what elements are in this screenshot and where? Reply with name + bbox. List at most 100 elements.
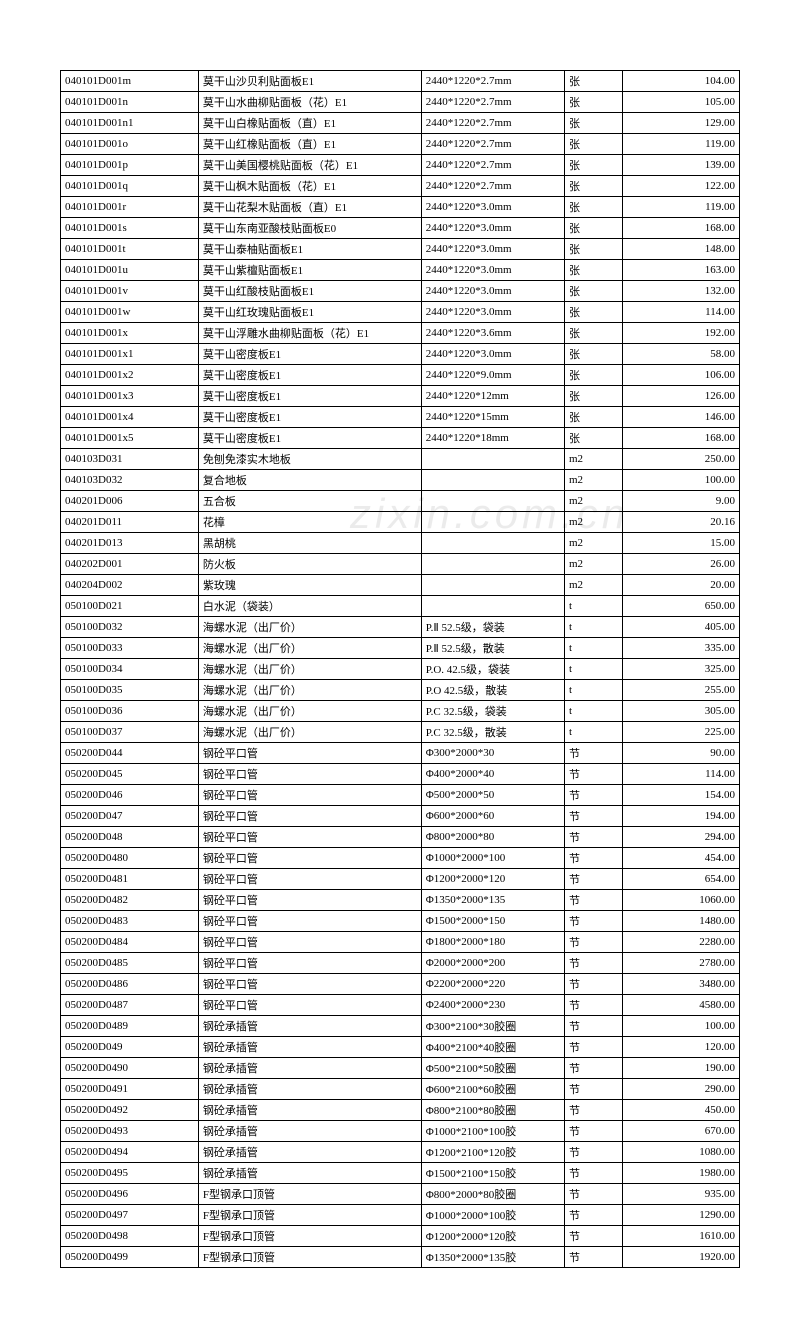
table-cell: 168.00 — [623, 218, 740, 239]
table-cell: 335.00 — [623, 638, 740, 659]
table-cell: Φ2200*2000*220 — [421, 974, 564, 995]
table-cell: 050100D035 — [61, 680, 199, 701]
table-row: 050200D047钢砼平口管Φ600*2000*60节194.00 — [61, 806, 740, 827]
table-cell: 050200D0492 — [61, 1100, 199, 1121]
table-cell: 325.00 — [623, 659, 740, 680]
table-cell: 9.00 — [623, 491, 740, 512]
table-cell: P.O. 42.5级，袋装 — [421, 659, 564, 680]
table-cell: m2 — [564, 449, 622, 470]
table-row: 040101D001w莫干山红玫瑰贴面板E12440*1220*3.0mm张11… — [61, 302, 740, 323]
table-cell: 935.00 — [623, 1184, 740, 1205]
table-cell: 040101D001n1 — [61, 113, 199, 134]
table-cell: Φ600*2000*60 — [421, 806, 564, 827]
table-cell: Φ1200*2000*120胶 — [421, 1226, 564, 1247]
table-cell: 114.00 — [623, 302, 740, 323]
table-cell: 040101D001x5 — [61, 428, 199, 449]
table-row: 050200D0480钢砼平口管Φ1000*2000*100节454.00 — [61, 848, 740, 869]
table-cell: Φ300*2000*30 — [421, 743, 564, 764]
table-cell: 194.00 — [623, 806, 740, 827]
table-cell: 050200D0484 — [61, 932, 199, 953]
table-cell: 张 — [564, 176, 622, 197]
table-cell: m2 — [564, 470, 622, 491]
table-cell: 2440*1220*9.0mm — [421, 365, 564, 386]
table-cell: 040101D001n — [61, 92, 199, 113]
table-row: 050100D021白水泥（袋装）t650.00 — [61, 596, 740, 617]
table-cell: t — [564, 680, 622, 701]
table-cell: 节 — [564, 848, 622, 869]
table-cell: 190.00 — [623, 1058, 740, 1079]
table-cell: 154.00 — [623, 785, 740, 806]
table-cell: 040101D001q — [61, 176, 199, 197]
table-cell: 节 — [564, 1247, 622, 1268]
table-cell: m2 — [564, 575, 622, 596]
table-row: 050200D0498F型钢承口顶管Φ1200*2000*120胶节1610.0… — [61, 1226, 740, 1247]
table-cell: 节 — [564, 953, 622, 974]
table-cell: 免刨免漆实木地板 — [198, 449, 421, 470]
table-cell: 3480.00 — [623, 974, 740, 995]
table-cell: 张 — [564, 260, 622, 281]
table-cell: 050200D0490 — [61, 1058, 199, 1079]
table-cell: 节 — [564, 827, 622, 848]
table-row: 050200D049钢砼承插管Φ400*2100*40胶圈节120.00 — [61, 1037, 740, 1058]
table-cell: t — [564, 659, 622, 680]
table-cell: 106.00 — [623, 365, 740, 386]
table-cell: 节 — [564, 1058, 622, 1079]
table-cell: 2440*1220*3.0mm — [421, 281, 564, 302]
table-cell: Φ1500*2000*150 — [421, 911, 564, 932]
table-cell: 040101D001u — [61, 260, 199, 281]
table-cell: P.C 32.5级，袋装 — [421, 701, 564, 722]
table-row: 050200D0484钢砼平口管Φ1800*2000*180节2280.00 — [61, 932, 740, 953]
table-cell: 防火板 — [198, 554, 421, 575]
table-cell: 050200D045 — [61, 764, 199, 785]
table-row: 040101D001s莫干山东南亚酸枝贴面板E02440*1220*3.0mm张… — [61, 218, 740, 239]
table-cell: 节 — [564, 869, 622, 890]
table-cell: m2 — [564, 512, 622, 533]
table-cell: 莫干山美国樱桃贴面板（花）E1 — [198, 155, 421, 176]
table-cell: 040101D001x2 — [61, 365, 199, 386]
table-cell: 050200D0491 — [61, 1079, 199, 1100]
table-cell: 040101D001x — [61, 323, 199, 344]
table-cell: 2440*1220*3.6mm — [421, 323, 564, 344]
table-cell: 1480.00 — [623, 911, 740, 932]
table-cell: 2440*1220*2.7mm — [421, 176, 564, 197]
table-cell: 040101D001o — [61, 134, 199, 155]
table-cell: 钢砼平口管 — [198, 974, 421, 995]
table-cell: 050200D0487 — [61, 995, 199, 1016]
table-row: 050100D032海螺水泥（出厂价）P.Ⅱ 52.5级，袋装t405.00 — [61, 617, 740, 638]
table-cell: 张 — [564, 113, 622, 134]
table-cell: 莫干山泰柚贴面板E1 — [198, 239, 421, 260]
table-row: 040101D001x3莫干山密度板E12440*1220*12mm张126.0… — [61, 386, 740, 407]
table-cell: 张 — [564, 239, 622, 260]
table-cell: m2 — [564, 491, 622, 512]
table-cell: 钢砼平口管 — [198, 995, 421, 1016]
table-cell: 莫干山水曲柳贴面板（花）E1 — [198, 92, 421, 113]
table-cell: 节 — [564, 806, 622, 827]
table-cell: 139.00 — [623, 155, 740, 176]
table-cell: F型钢承口顶管 — [198, 1205, 421, 1226]
table-cell: 146.00 — [623, 407, 740, 428]
table-cell: 节 — [564, 932, 622, 953]
table-row: 050200D0496F型钢承口顶管Φ800*2000*80胶圈节935.00 — [61, 1184, 740, 1205]
table-row: 040101D001x4莫干山密度板E12440*1220*15mm张146.0… — [61, 407, 740, 428]
table-cell: 莫干山枫木贴面板（花）E1 — [198, 176, 421, 197]
table-cell: 126.00 — [623, 386, 740, 407]
table-cell: 040101D001s — [61, 218, 199, 239]
table-cell: 040204D002 — [61, 575, 199, 596]
table-row: 050200D0493钢砼承插管Φ1000*2100*100胶节670.00 — [61, 1121, 740, 1142]
table-cell: 钢砼平口管 — [198, 932, 421, 953]
table-cell: 040101D001x4 — [61, 407, 199, 428]
table-cell: 莫干山密度板E1 — [198, 386, 421, 407]
table-row: 040103D031免刨免漆实木地板m2250.00 — [61, 449, 740, 470]
table-cell: 莫干山东南亚酸枝贴面板E0 — [198, 218, 421, 239]
table-cell: 节 — [564, 1079, 622, 1100]
table-cell: 2440*1220*3.0mm — [421, 197, 564, 218]
table-cell: 050200D0498 — [61, 1226, 199, 1247]
table-cell: 040103D032 — [61, 470, 199, 491]
table-cell: Φ400*2100*40胶圈 — [421, 1037, 564, 1058]
table-cell: 290.00 — [623, 1079, 740, 1100]
table-cell: 张 — [564, 302, 622, 323]
table-cell: Φ1200*2100*120胶 — [421, 1142, 564, 1163]
table-cell: 294.00 — [623, 827, 740, 848]
table-row: 050200D046钢砼平口管Φ500*2000*50节154.00 — [61, 785, 740, 806]
table-cell: 钢砼平口管 — [198, 743, 421, 764]
